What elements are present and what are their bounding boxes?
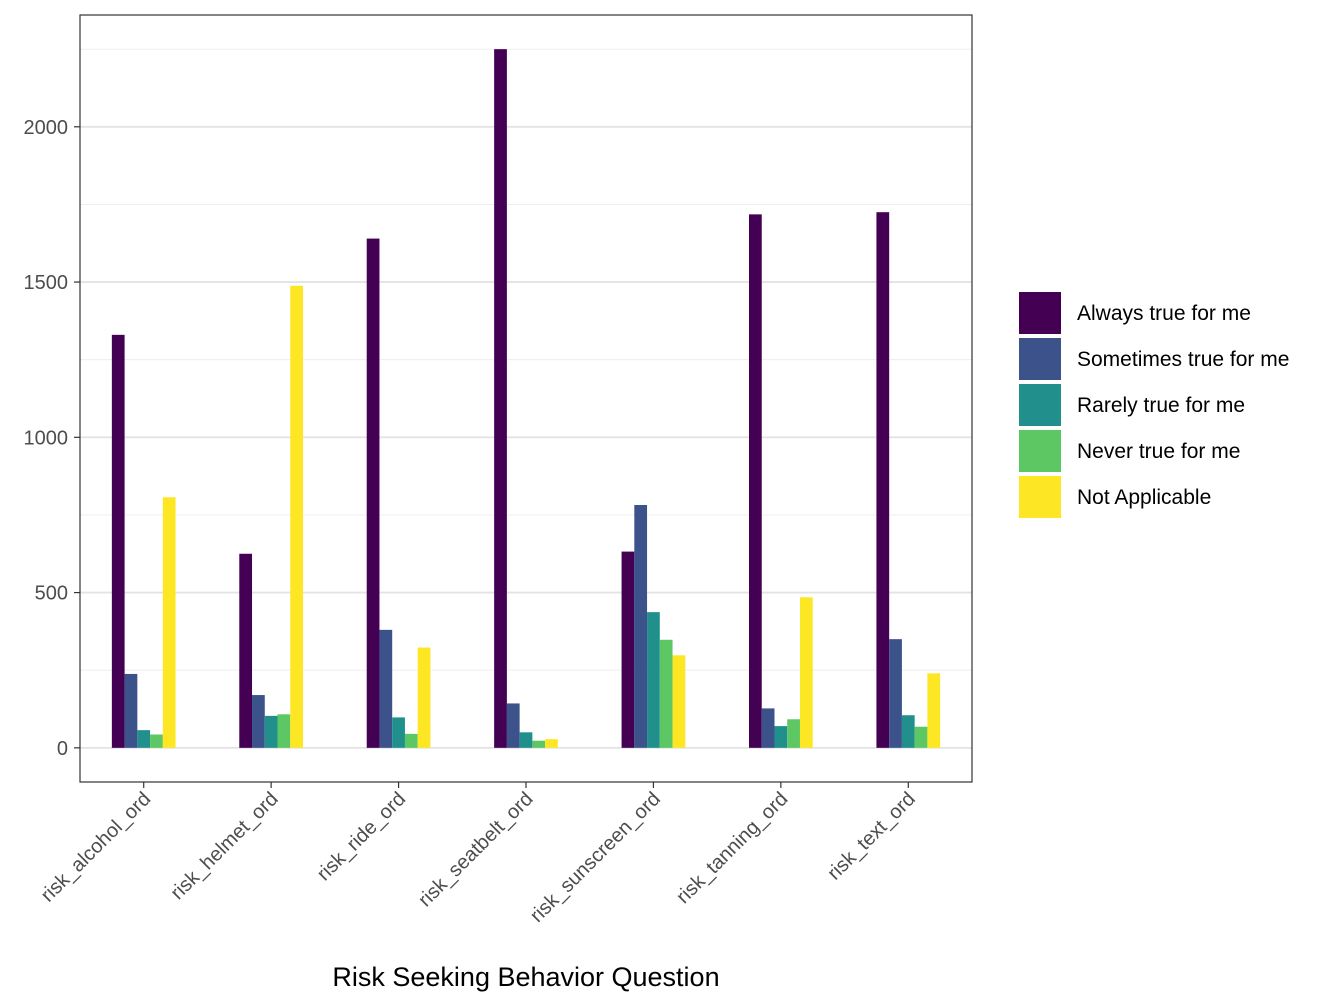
bar: [124, 673, 138, 748]
legend-label: Always true for me: [1077, 302, 1251, 325]
bar: [749, 214, 762, 748]
bar: [417, 647, 431, 748]
bar: [366, 238, 380, 748]
x-axis-title: Risk Seeking Behavior Question: [332, 962, 719, 992]
legend-key: [1019, 384, 1061, 426]
bar: [532, 740, 546, 748]
x-tick-label: risk_tanning_ord: [672, 788, 792, 908]
bars: [111, 49, 941, 748]
y-tick-label: 1500: [24, 272, 69, 294]
legend-label: Not Applicable: [1077, 486, 1211, 509]
x-tick-label: risk_text_ord: [823, 788, 920, 885]
legend-key: [1019, 292, 1061, 334]
bar: [150, 734, 163, 748]
legend-label: Sometimes true for me: [1077, 348, 1289, 371]
bar: [889, 639, 902, 748]
legend-label: Rarely true for me: [1077, 394, 1245, 417]
x-axis: risk_alcohol_ord risk_helmet_ord risk_ride…: [37, 782, 920, 927]
bar: [379, 629, 393, 748]
legend-key: [1019, 476, 1061, 518]
bar: [239, 553, 253, 748]
bar: [672, 655, 686, 748]
bar: [519, 732, 533, 748]
gridlines: [80, 48, 972, 749]
bar: [787, 719, 800, 748]
legend-key: [1019, 338, 1061, 380]
bar: [290, 285, 303, 748]
bar: [659, 639, 673, 748]
bar: [162, 497, 176, 748]
y-tick-label: 1000: [24, 427, 69, 449]
y-tick-label: 2000: [24, 117, 69, 139]
legend-key: [1019, 430, 1061, 472]
bar: [901, 715, 915, 748]
bar: [647, 612, 660, 748]
bar: [506, 703, 520, 748]
bar: [634, 505, 648, 748]
bar: [137, 730, 151, 748]
bar: [799, 597, 813, 748]
bar: [545, 739, 558, 748]
x-tick-label: risk_seatbelt_ord: [414, 788, 537, 911]
bar: [404, 733, 418, 748]
bar: [876, 212, 890, 748]
y-axis: 0 500 1000 1500 2000: [24, 117, 80, 760]
bar: [392, 717, 405, 748]
bar: [277, 714, 291, 748]
x-tick-label: risk_sunscreen_ord: [526, 788, 665, 927]
bar: [252, 695, 265, 748]
y-tick-label: 500: [35, 583, 68, 605]
bar: [914, 726, 928, 748]
legend-label: Never true for me: [1077, 440, 1240, 463]
bar: [774, 726, 788, 748]
legend: Always true for me Sometimes true for me R…: [1019, 292, 1289, 518]
bar: [927, 673, 941, 748]
x-tick-label: risk_ride_ord: [313, 788, 410, 885]
bar: [111, 334, 125, 748]
bar: [494, 49, 507, 748]
x-tick-label: risk_helmet_ord: [167, 788, 283, 904]
x-tick-label: risk_alcohol_ord: [37, 788, 156, 907]
y-tick-label: 0: [57, 738, 68, 760]
bar: [264, 715, 278, 748]
plot-panel-border: [79, 14, 973, 783]
bar: [621, 551, 635, 748]
bar: [761, 708, 775, 748]
